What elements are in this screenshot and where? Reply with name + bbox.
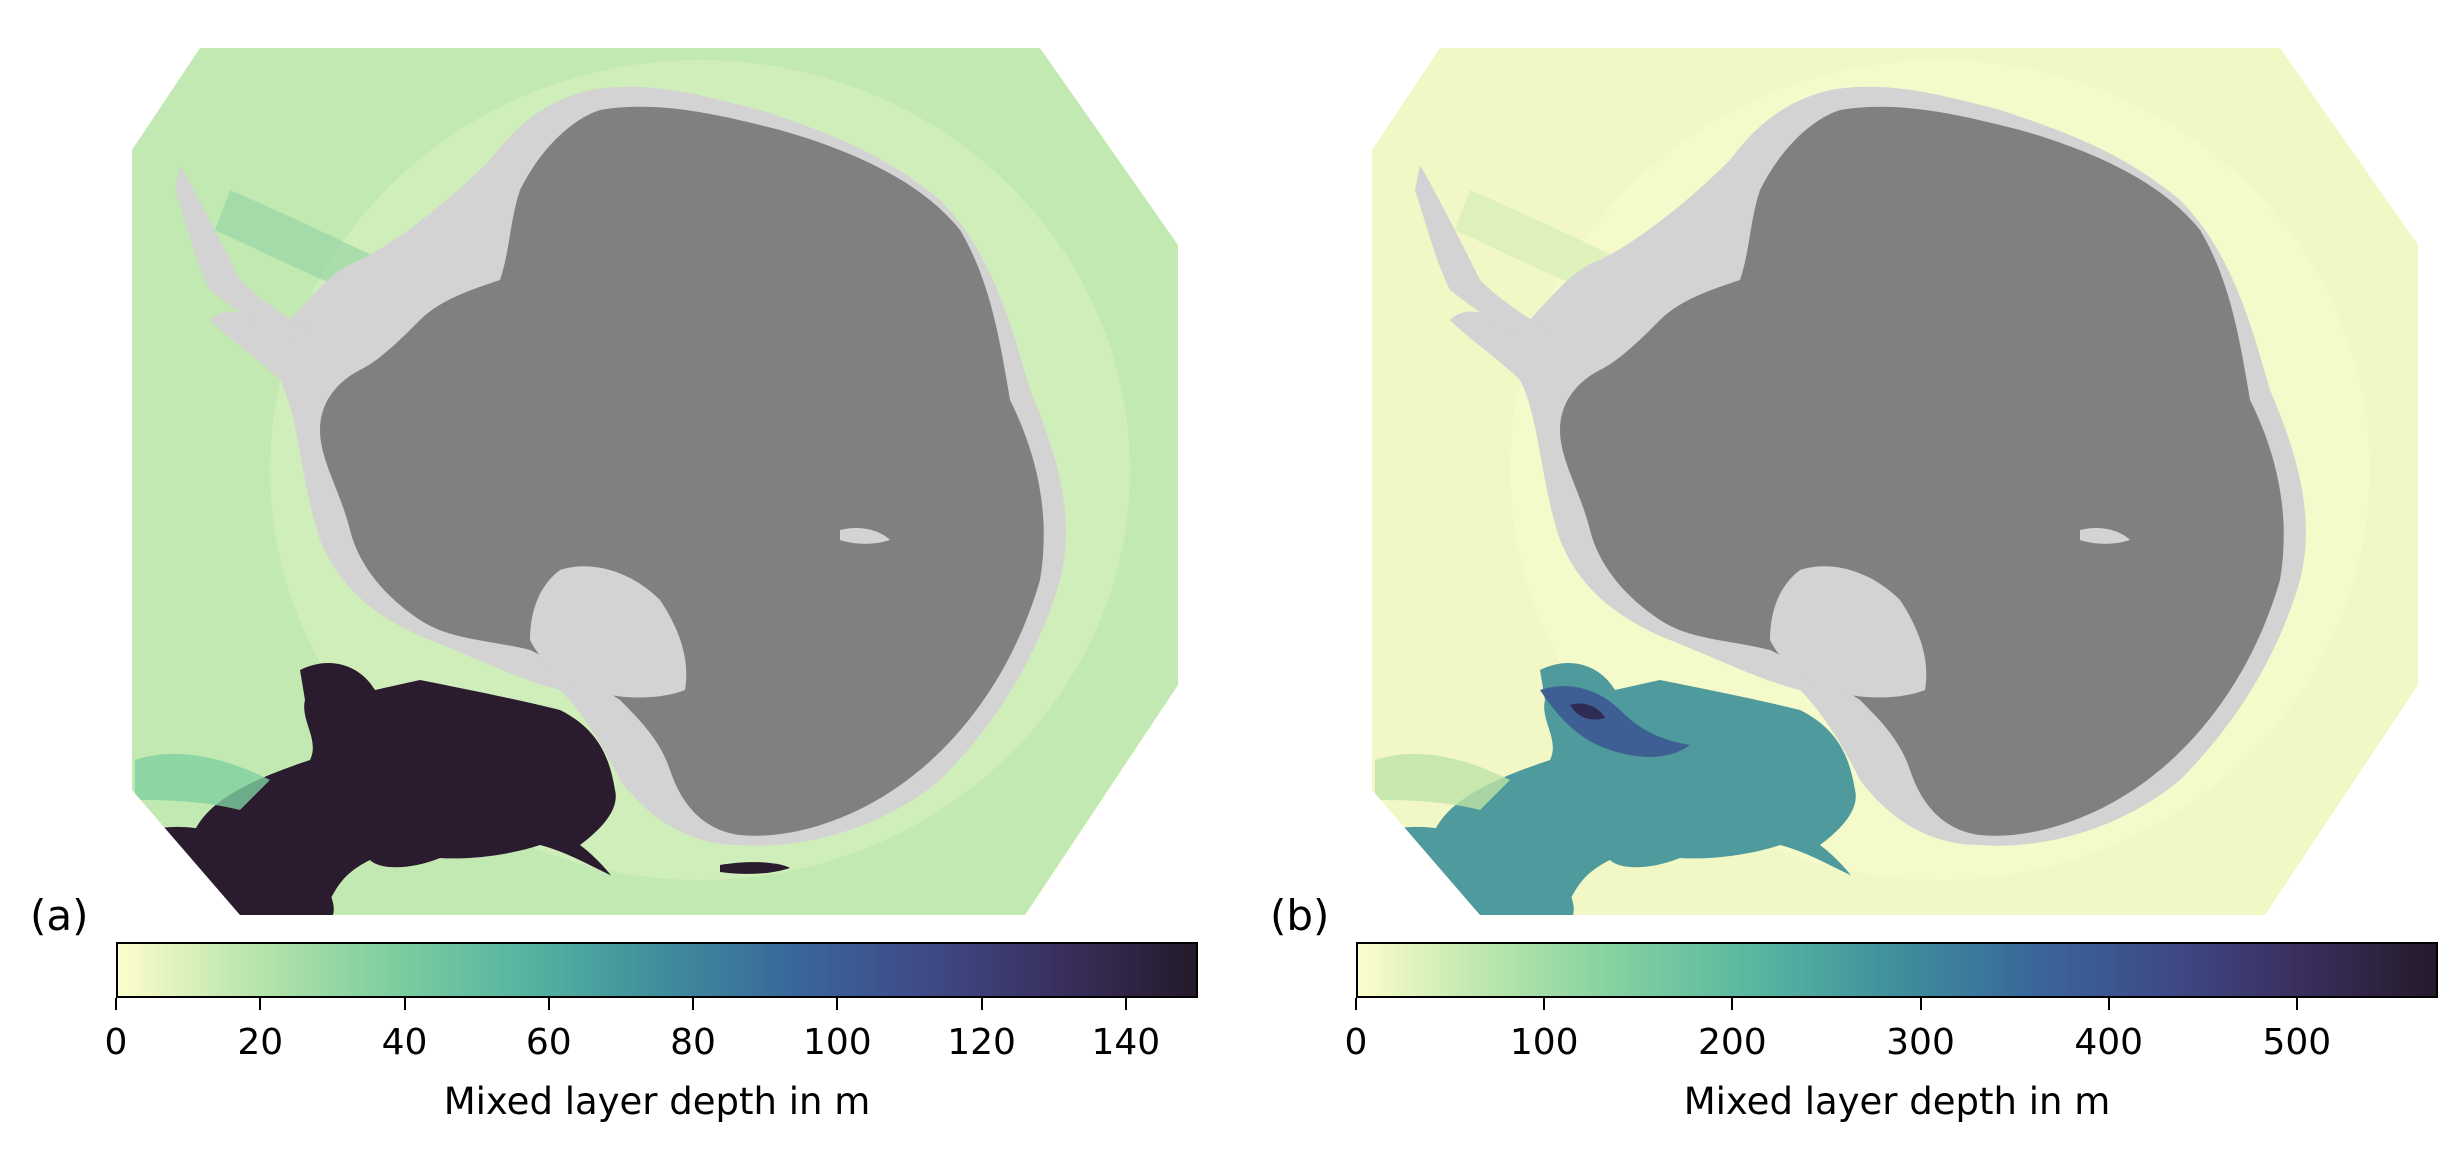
colorbar-tick	[1919, 998, 1922, 1010]
antarctic-peninsula-ice	[175, 165, 310, 345]
colorbar	[116, 942, 1198, 998]
colorbar-tick-label: 100	[802, 1022, 872, 1063]
colorbar-tick-label: 300	[1886, 1022, 1955, 1063]
deep-mixing-region	[720, 862, 790, 874]
mixing-fringe	[1375, 753, 1510, 810]
antarctic-land	[1560, 106, 2284, 836]
map-b	[1372, 48, 2418, 915]
colorbar-tick	[547, 998, 550, 1010]
deep-mixing-region	[195, 662, 616, 905]
colorbar-tick	[980, 998, 983, 1010]
colorbar-tick-label: 80	[670, 1022, 716, 1063]
colorbar-tick-label: 0	[104, 1022, 128, 1063]
colorbar-tick-label: 20	[237, 1022, 284, 1063]
colorbar-tick	[1355, 998, 1357, 1010]
colorbar-tick-label: 400	[2074, 1022, 2144, 1063]
colorbar-tick-label: 120	[947, 1022, 1016, 1063]
colorbar-tick-label: 200	[1697, 1022, 1767, 1063]
colorbar-tick	[259, 998, 262, 1010]
colorbar-tick	[115, 998, 117, 1010]
colorbar-tick-label: 100	[1509, 1022, 1579, 1063]
panel-b: (b) 0 100 200 300 400 500 Mixed layer depth i…	[1240, 0, 2464, 1155]
panel-label: (a)	[30, 891, 89, 940]
colorbar-tick	[403, 998, 406, 1010]
colorbar	[1356, 942, 2438, 998]
deep-mixing-core	[1570, 703, 1605, 720]
colorbar-tick	[2295, 998, 2298, 1010]
ice-shelf-ross	[530, 566, 687, 698]
colorbar-label: Mixed layer depth in m	[443, 1080, 871, 1123]
ice-shelf-amery	[840, 528, 890, 544]
colorbar-tick-label: 500	[2262, 1022, 2332, 1063]
colorbar-tick	[692, 998, 695, 1010]
colorbar-tick-label: 60	[525, 1022, 572, 1063]
colorbar-tick-label: 40	[381, 1022, 428, 1063]
colorbar-label: Mixed layer depth in m	[1683, 1080, 2111, 1123]
panel-a: (a) 0 20 40 60 80 100 120 140 Mixed layer depth…	[30, 48, 1198, 1123]
mixing-fringe	[135, 753, 270, 810]
map-a	[132, 48, 1178, 915]
colorbar-tick-label: 140	[1091, 1022, 1161, 1063]
antarctic-peninsula-ice	[1415, 165, 1550, 345]
colorbar-tick	[1731, 998, 1734, 1010]
colorbar-tick-label: 0	[1344, 1022, 1368, 1063]
colorbar-tick	[1543, 998, 1546, 1010]
colorbar-tick	[1124, 998, 1127, 1010]
ice-shelf-ross	[1770, 566, 1927, 698]
antarctic-land	[320, 106, 1044, 836]
deep-mixing-region	[1435, 662, 1856, 905]
colorbar-tick	[836, 998, 839, 1010]
panel-label: (b)	[1270, 891, 1330, 940]
ice-shelf-amery	[2080, 528, 2130, 544]
colorbar-tick	[2107, 998, 2110, 1010]
